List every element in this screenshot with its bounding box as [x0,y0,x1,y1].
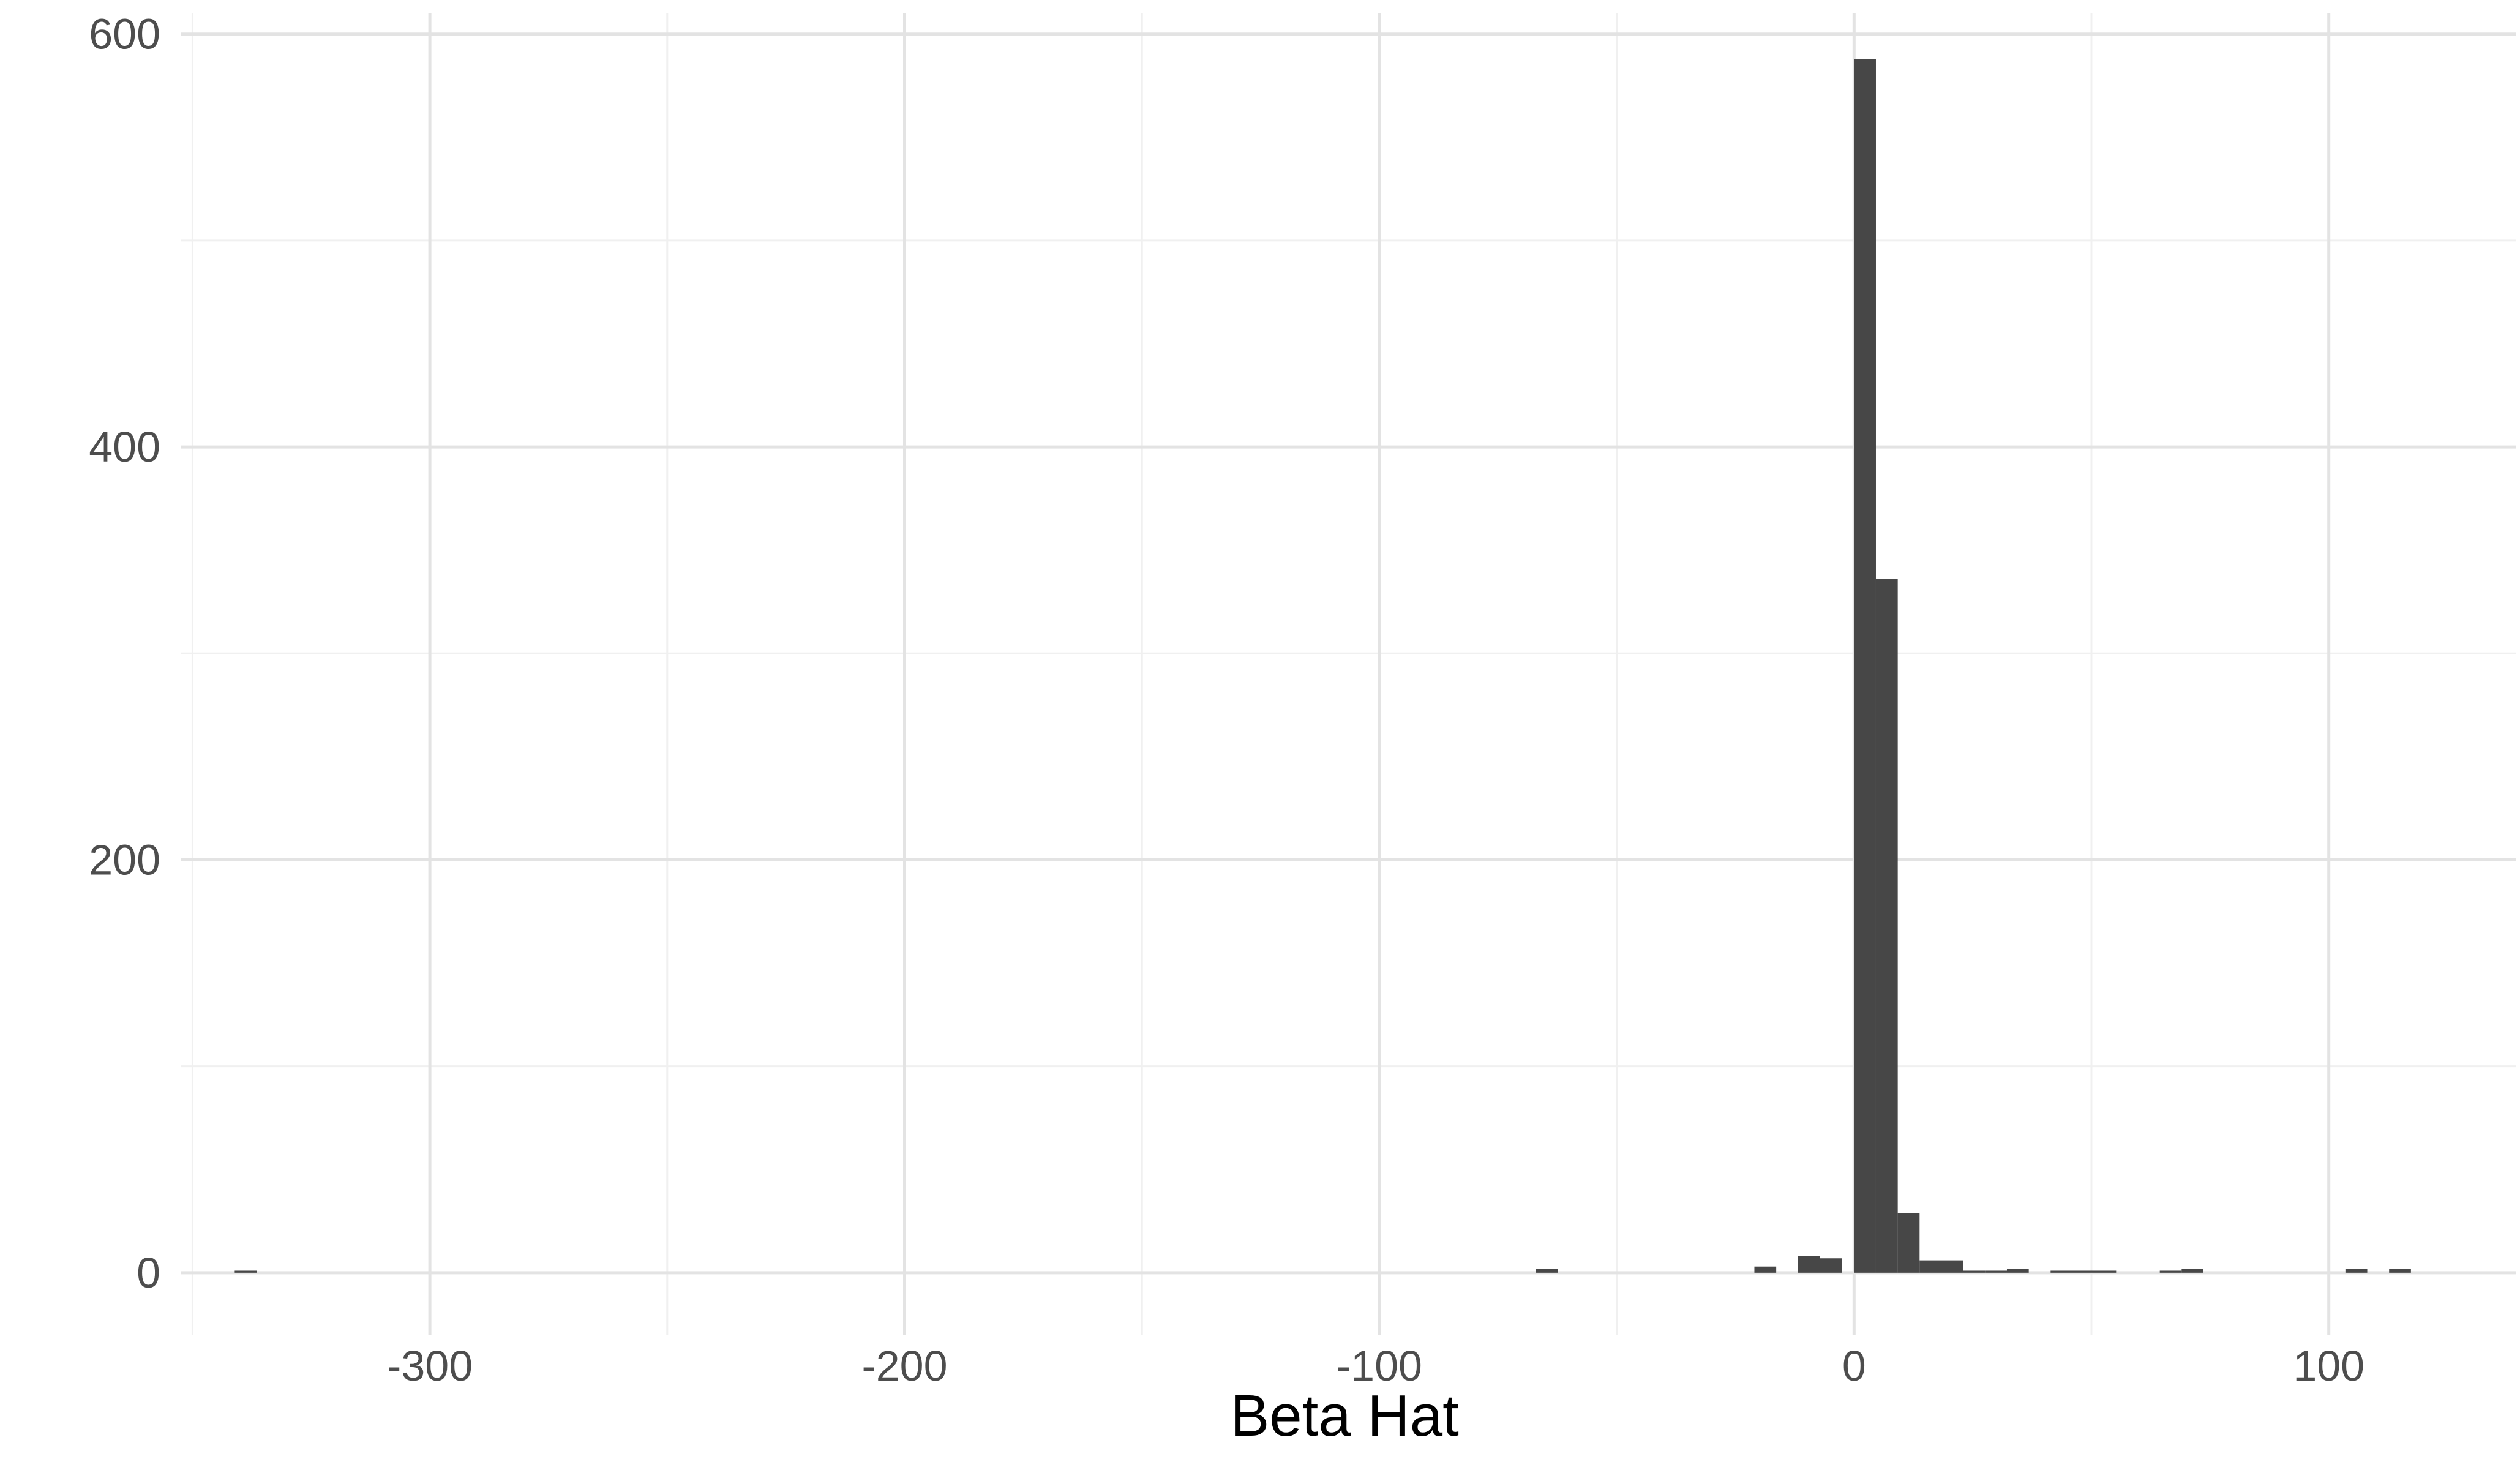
histogram-bar [1919,1260,1941,1273]
histogram-bar [1897,1213,1920,1273]
y-tick-label: 400 [89,423,160,471]
histogram-bar [2006,1269,2029,1273]
histogram-bar [2050,1270,2072,1273]
histogram-bar [2389,1269,2411,1273]
x-tick-label: -300 [387,1342,473,1390]
histogram-bar [2072,1270,2094,1273]
x-tick-label: -200 [861,1342,947,1390]
histogram-bar [1941,1260,1963,1273]
histogram-bar [1985,1270,2007,1273]
histogram-bar [1820,1258,1842,1273]
histogram-bar [2094,1270,2117,1273]
histogram-bar [1754,1266,1777,1273]
histogram-bar [2181,1269,2204,1273]
minor-gridlines [181,13,2516,1335]
histogram-bar [1963,1270,1986,1273]
histogram-bar [1854,59,1876,1273]
histogram-bar [2345,1269,2368,1273]
y-axis-tick-labels: 0 200 400 600 [89,10,160,1297]
x-axis-title: Beta Hat [1230,1383,1459,1449]
x-tick-label: 100 [2293,1342,2364,1390]
histogram-bar [1536,1269,1558,1273]
y-tick-label: 200 [89,836,160,883]
x-axis-tick-labels: -300 -200 -100 0 100 [387,1342,2364,1390]
histogram-bar [2159,1270,2182,1273]
histogram-bar [234,1270,257,1273]
x-tick-label: -100 [1337,1342,1422,1390]
histogram-bars [234,59,2411,1273]
histogram-bar [1798,1256,1820,1273]
y-tick-label: 0 [137,1249,160,1297]
histogram-bar [1875,579,1898,1273]
x-tick-label: 0 [1842,1342,1866,1390]
y-tick-label: 600 [89,10,160,58]
